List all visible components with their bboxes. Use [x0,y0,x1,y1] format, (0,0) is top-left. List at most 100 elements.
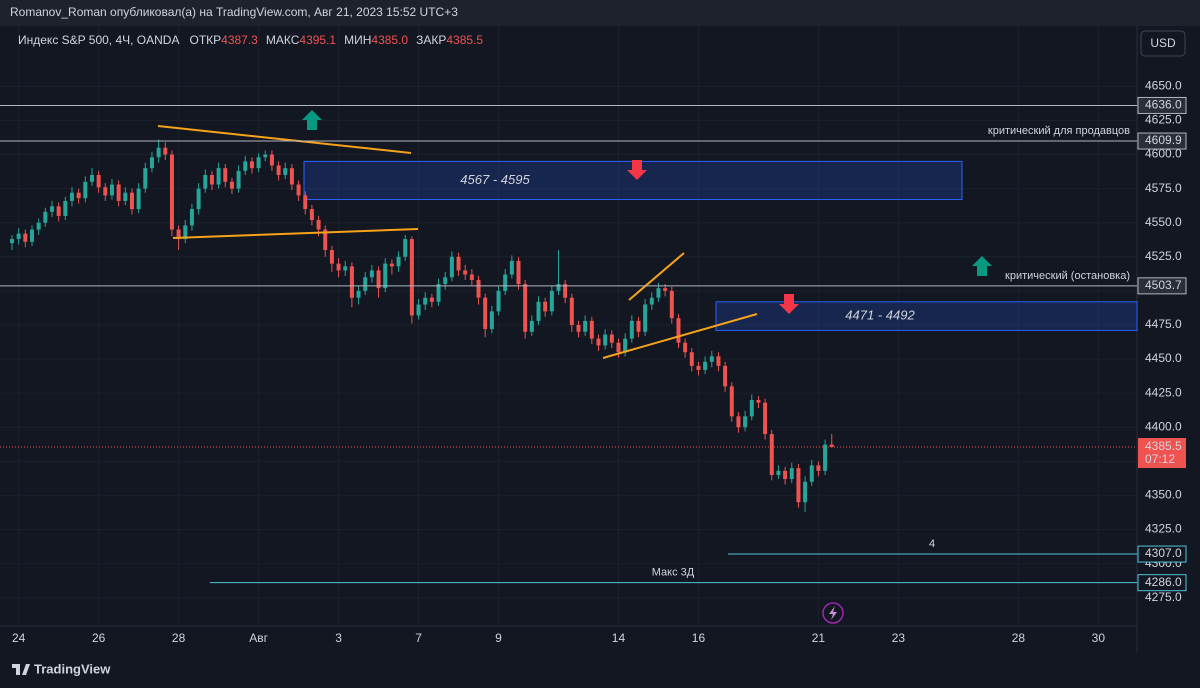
level-text: критический для продавцов [988,125,1130,137]
candle-body [603,334,608,346]
candle-body [523,284,528,332]
candle-body [203,174,208,189]
candle-body [389,263,394,267]
candle-body [543,301,548,312]
top-bar-text: Romanov_Roman опубликовал(а) на TradingV… [10,5,458,19]
candle-body [483,297,488,330]
candle-body [449,256,454,278]
level-badge-label: 4307.0 [1145,546,1182,560]
currency-button[interactable] [1140,30,1186,57]
y-tick-label: 4525.0 [1145,249,1182,263]
x-tick-label: 21 [812,631,826,645]
candle-body [296,184,301,196]
candle-body [669,290,674,319]
y-tick-label: 4450.0 [1145,351,1182,365]
candle-body [823,444,828,471]
candle-body [763,402,768,435]
candle-body [516,260,521,285]
candle-body [443,277,448,285]
legend-item: 4395.1 [299,33,336,47]
candle-body [369,270,374,278]
candle-body [476,279,481,298]
event-icon[interactable] [822,602,844,624]
candle-body [756,399,761,403]
x-tick-label: 14 [612,631,626,645]
candle-body [83,181,88,199]
candle-body [149,157,154,169]
candle-body [596,338,601,346]
footer-text: TradingView [34,661,111,676]
candle-body [589,320,594,339]
candle-body [709,356,714,362]
candle-body [69,192,74,201]
candle-body [116,184,121,201]
candle-body [676,318,681,343]
price-zone [715,301,1138,331]
candle-body [576,324,581,332]
level-badge [1137,574,1187,592]
currency-label: USD [1150,36,1176,50]
candle-body [356,290,361,298]
candle-body [289,168,294,185]
candle-body [183,225,188,240]
candle-body [103,187,108,196]
candle-body [189,209,194,226]
x-tick-label: 26 [92,631,106,645]
current-price-label: 4385.5 [1145,439,1182,453]
y-tick-label: 4400.0 [1145,419,1182,433]
up-arrow [972,256,992,276]
footer-logo [12,664,30,675]
candle-body [456,256,461,271]
legend-item: ЗАКР [416,33,446,47]
x-tick-label: 23 [892,631,906,645]
level-badge-label: 4503.7 [1145,278,1182,292]
candle-body [403,239,408,257]
candle-body [783,470,788,480]
y-tick-label: 4650.0 [1145,79,1182,93]
candle-body [323,229,328,250]
candle-body [663,288,668,291]
footer [0,652,1200,688]
candle-body [376,270,381,289]
candle-body [463,270,468,275]
candle-body [636,320,641,332]
candle-body [536,301,541,321]
candle-body [143,168,148,189]
legend-item: МАКС [266,33,300,47]
current-price-badge [1138,438,1186,469]
y-tick-label: 4600.0 [1145,147,1182,161]
level-badge-label: 4636.0 [1145,98,1182,112]
y-tick-label: 4275.0 [1145,590,1182,604]
level-badge [1137,545,1187,563]
candle-body [423,297,428,305]
candle-body [56,206,61,216]
candle-body [96,174,101,188]
candle-body [656,288,661,298]
candle-body [76,192,81,199]
y-tick-label: 4425.0 [1145,385,1182,399]
candle-body [796,468,801,503]
candle-body [429,297,434,302]
candle-body [489,311,494,330]
candle-body [9,239,14,244]
current-price-timer: 07:12 [1145,452,1175,466]
x-tick-label: 24 [12,631,26,645]
y-tick-label: 4550.0 [1145,215,1182,229]
candle-body [749,399,754,417]
legend-item: Индекс S&P 500, 4Ч, OANDA [18,33,179,47]
y-tick-label: 4575.0 [1145,181,1182,195]
candle-body [549,290,554,312]
candle-body [16,233,21,240]
x-tick-label: Авг [249,631,268,645]
level-text: критический (остановка) [1005,270,1130,282]
level-text: 4 [929,538,935,550]
candle-body [629,320,634,339]
y-tick-label: 4625.0 [1145,113,1182,127]
x-tick-label: 28 [1012,631,1026,645]
candle-body [63,200,68,216]
x-tick-label: 3 [335,631,342,645]
trendline [628,252,685,301]
candle-body [696,365,701,370]
candle-body [123,192,128,201]
